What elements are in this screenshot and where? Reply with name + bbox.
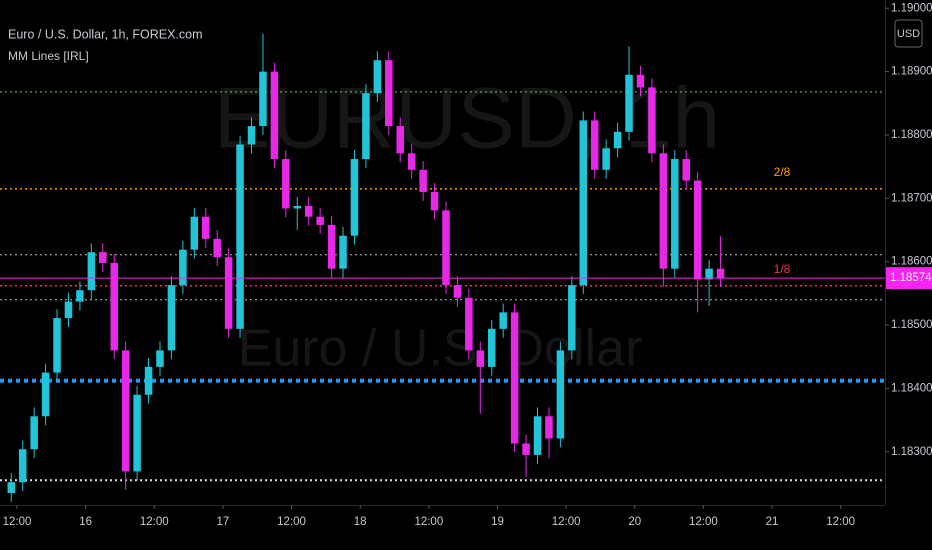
indicator-name: MM Lines [IRL] [8,49,89,63]
candle-body [350,159,359,236]
candle-body [476,350,485,367]
x-tick-label: 16 [79,516,92,528]
watermark-symbol: EURUSD, 1h [214,71,721,167]
candle-body [316,216,324,225]
candle-body [487,328,496,367]
last-price-label: 1.18574 [890,272,932,284]
candle-body [682,159,690,181]
x-tick-label: 12:00 [140,516,169,528]
last-price-box [886,267,932,290]
candle-body [144,366,153,395]
y-tick-label: 1.18800 [891,129,932,141]
candle-body [282,159,290,209]
candle-body [110,262,118,351]
candle-body [99,252,107,263]
candle-body [201,216,210,239]
candle-body [590,120,599,170]
y-tick-label: 1.18600 [891,256,932,268]
candle-body [64,301,73,319]
candle-body [156,350,164,367]
x-tick-label: 18 [354,516,367,528]
candle-body [30,416,38,450]
candle-body [430,191,439,211]
candle-body [407,153,416,170]
x-tick-label: 12:00 [414,516,443,528]
candle-body [247,126,256,145]
candle-body [259,71,267,127]
candle-body [362,93,370,160]
x-tick-label: 12:00 [277,516,306,528]
candle-body [705,268,713,280]
candle-body [190,216,199,250]
candle-body [716,268,725,279]
candle-body [545,416,553,439]
candle-body [121,350,130,472]
candle-body [179,249,187,286]
watermark-description: Euro / U.S. Dollar [238,320,643,378]
y-tick-label: 1.18400 [891,382,932,394]
candle-body [625,74,633,132]
candle-body [236,144,244,329]
candle-body [304,205,313,217]
candle-body [339,235,347,269]
x-tick-label: 17 [217,516,230,528]
candle-body [522,443,530,455]
candle-body [327,224,336,269]
candle-body [671,159,679,269]
candle-body [659,153,668,269]
candle-body [293,205,302,209]
candle-body [533,416,542,455]
candle-body [419,169,427,192]
candle-body [76,290,84,302]
y-tick-label: 1.18500 [891,319,932,331]
candle-body [442,210,450,286]
candle-body [636,74,645,88]
y-tick-label: 1.18300 [891,446,932,458]
candle-body [568,285,576,351]
candle-body [510,312,519,444]
candle-body [693,180,702,280]
y-tick-label: 1.19000 [891,2,932,14]
candle-body [648,87,656,154]
candle-body [53,318,61,373]
y-tick-label: 1.18900 [891,66,932,78]
currency-label: USD [897,28,920,40]
chart-title: Euro / U.S. Dollar, 1h, FOREX.com [8,27,203,41]
x-tick-label: 12:00 [689,516,718,528]
candle-body [613,131,622,149]
x-tick-label: 19 [491,516,504,528]
x-tick-label: 12:00 [552,516,581,528]
candle-body [133,394,141,472]
plot-area: 2/8 1/8 [0,33,885,502]
x-tick-label: 12:00 [3,516,32,528]
candle-body [453,285,462,298]
candle-body [270,71,279,160]
level-label: 1/8 [774,262,791,276]
candle-body [224,257,233,329]
candle-body [465,297,473,351]
candle-body [385,60,393,127]
candle-body [579,120,588,286]
y-tick-label: 1.18700 [891,192,932,204]
candle-body [373,60,382,94]
candle-body [41,372,50,417]
candle-body [213,238,221,258]
candle-body [396,126,404,154]
candle-body [87,252,96,291]
candle-body [7,482,16,493]
candle-body [602,148,610,170]
x-tick-label: 12:00 [826,516,855,528]
currency-button[interactable] [894,19,923,48]
level-label: 2/8 [774,165,791,179]
x-tick-label: 20 [628,516,641,528]
candle-body [167,285,176,351]
candle-body [18,449,27,483]
x-tick-label: 21 [766,516,779,528]
candle-body [556,350,565,439]
candle-body [499,312,507,329]
